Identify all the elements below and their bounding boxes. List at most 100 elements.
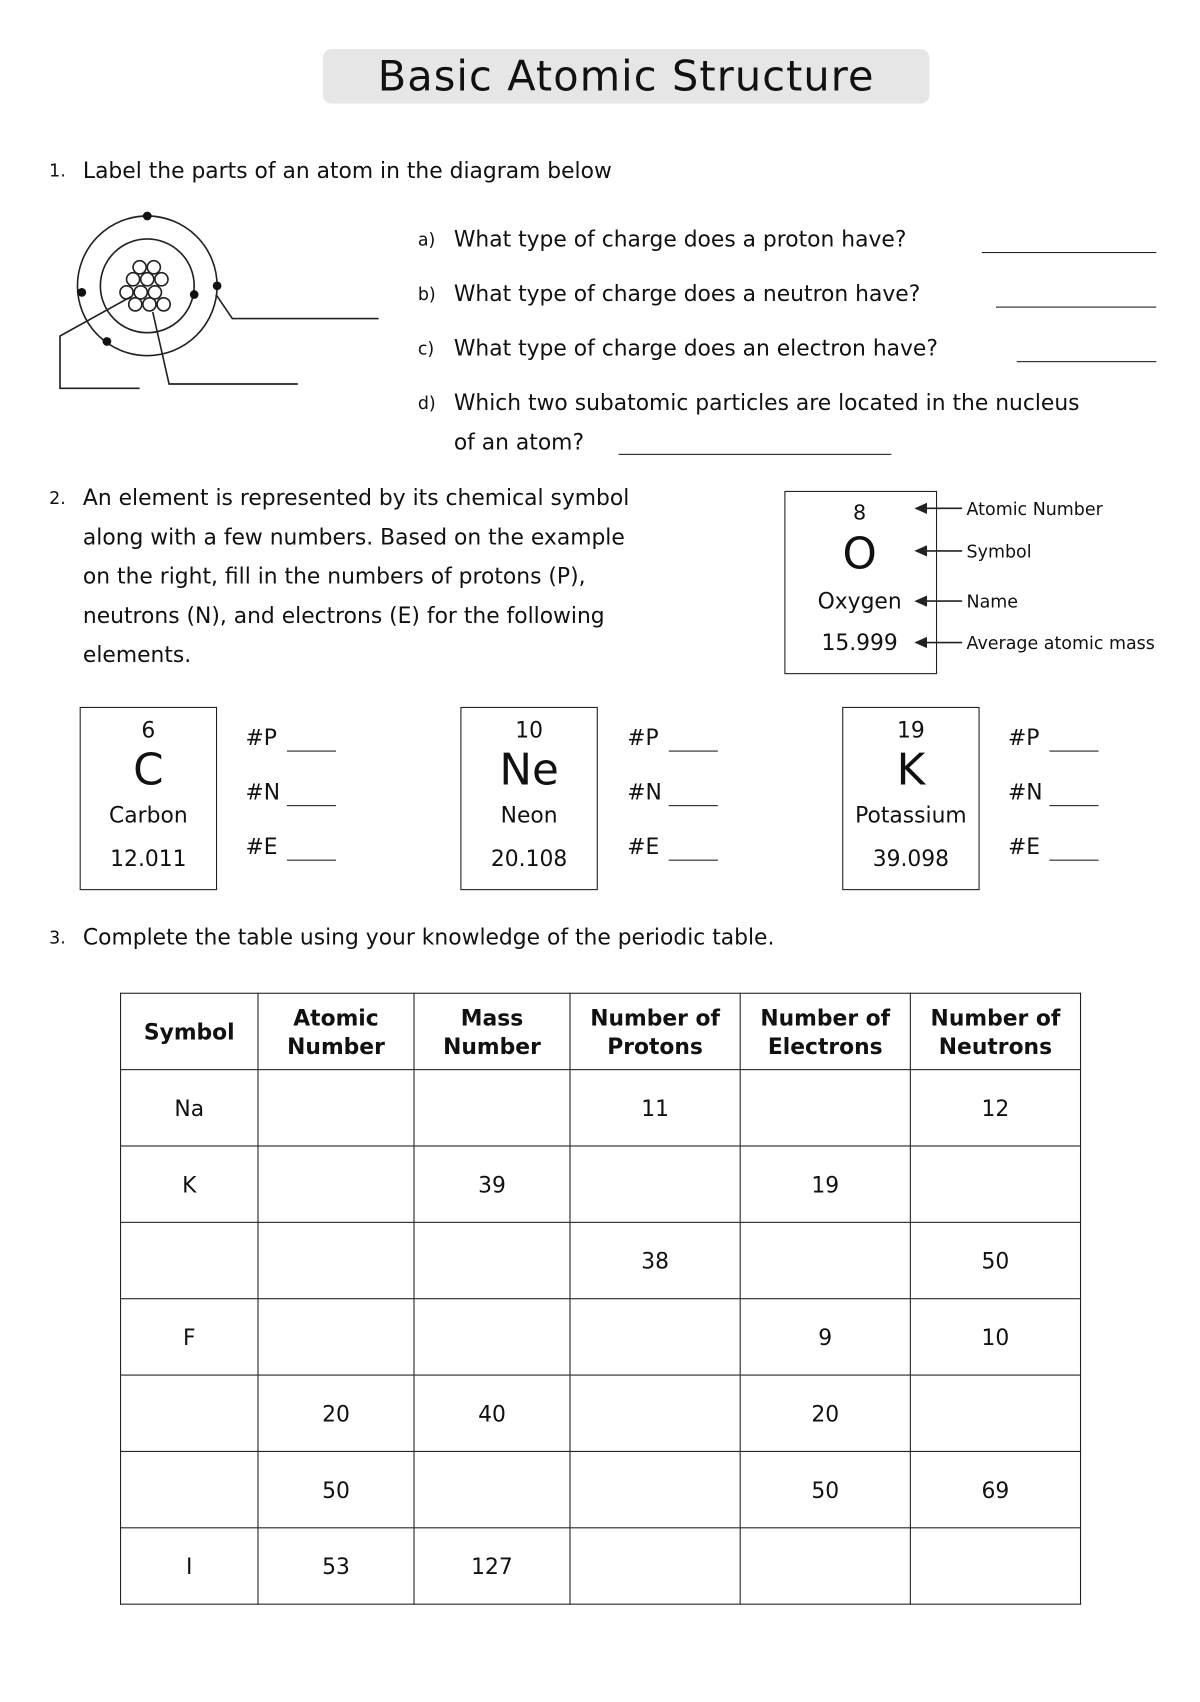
field-e-label: #E <box>245 833 278 860</box>
annotation-atomic-number: Atomic Number <box>966 498 1103 520</box>
question-1: Label the parts of an atom in the diagra… <box>82 157 612 184</box>
column-header: Mass Number <box>413 992 571 1071</box>
question-number: 3. <box>49 927 66 948</box>
table-cell: 50 <box>909 1221 1082 1300</box>
table-cell[interactable] <box>909 1374 1082 1452</box>
answer-blank-1c[interactable] <box>1016 361 1157 363</box>
table-cell[interactable] <box>413 1450 571 1529</box>
table-cell: I <box>119 1527 259 1605</box>
atomic-number: 19 <box>897 716 925 743</box>
table-cell[interactable] <box>569 1298 741 1376</box>
table-cell[interactable] <box>739 1527 911 1605</box>
question-number: 1. <box>49 160 66 182</box>
atomic-number: 10 <box>515 716 543 743</box>
table-cell: 127 <box>413 1527 571 1605</box>
carbon-e-blank[interactable] <box>286 859 336 861</box>
potassium-n-blank[interactable] <box>1049 805 1099 807</box>
element-name: Oxygen <box>817 587 902 615</box>
question-1d: Which two subatomic particles are locate… <box>453 389 1080 416</box>
q2-line: on the right, fill in the numbers of pro… <box>82 562 586 590</box>
table-cell[interactable] <box>119 1374 259 1452</box>
element-symbol: Ne <box>499 745 559 796</box>
table-cell[interactable] <box>257 1298 415 1376</box>
field-p-label: #P <box>245 724 277 751</box>
element-name: Potassium <box>855 801 967 828</box>
example-element-oxygen: 8 O Oxygen 15.999 <box>784 490 938 675</box>
potassium-p-blank[interactable] <box>1049 750 1099 752</box>
column-header: Number of Neutrons <box>909 992 1082 1071</box>
table-cell[interactable] <box>739 1221 911 1300</box>
neon-e-blank[interactable] <box>668 859 718 861</box>
sub-letter: d) <box>417 392 436 414</box>
neon-p-blank[interactable] <box>668 750 718 752</box>
question-1d-cont: of an atom? <box>453 428 585 455</box>
header-text: Neutrons <box>938 1032 1053 1059</box>
table-cell[interactable] <box>413 1221 571 1300</box>
element-symbol: O <box>842 529 877 580</box>
field-e-label: #E <box>1007 833 1041 860</box>
table-cell[interactable] <box>739 1069 911 1147</box>
table-cell[interactable] <box>257 1221 415 1300</box>
carbon-p-blank[interactable] <box>286 750 336 752</box>
answer-blank-1d[interactable] <box>618 453 892 455</box>
sub-letter: c) <box>417 338 435 359</box>
table-cell[interactable] <box>569 1450 741 1529</box>
table-cell[interactable] <box>569 1374 741 1452</box>
table-row: 38 50 <box>119 1221 1082 1300</box>
table-cell[interactable] <box>257 1069 415 1147</box>
element-symbol: C <box>133 745 164 796</box>
table-cell: 50 <box>739 1450 911 1529</box>
carbon-n-blank[interactable] <box>286 805 336 807</box>
element-name: Neon <box>500 801 558 828</box>
table-cell: 10 <box>909 1298 1082 1376</box>
header-text: Protons <box>607 1032 703 1059</box>
header-text: Electrons <box>767 1032 883 1059</box>
question-number: 2. <box>49 487 66 509</box>
q2-line: along with a few numbers. Based on the e… <box>82 523 625 550</box>
table-row: F 9 10 <box>119 1298 1082 1376</box>
element-mass: 20.108 <box>490 845 568 872</box>
table-cell: 53 <box>257 1527 415 1605</box>
table-row: K 39 19 <box>119 1145 1082 1223</box>
table-cell: 19 <box>739 1145 911 1223</box>
table-cell[interactable] <box>909 1527 1082 1605</box>
q2-line: neutrons (N), and electrons (E) for the … <box>82 602 605 629</box>
header-text: Mass <box>460 1004 524 1031</box>
column-header: Number of Protons <box>569 992 741 1071</box>
column-header: Number of Electrons <box>739 992 911 1071</box>
neon-n-blank[interactable] <box>668 805 718 807</box>
header-text: Symbol <box>143 1018 235 1045</box>
answer-blank-1a[interactable] <box>981 251 1157 254</box>
table-cell[interactable] <box>569 1527 741 1605</box>
table-cell: 9 <box>739 1298 911 1376</box>
table-cell[interactable] <box>569 1145 741 1223</box>
table-cell: 50 <box>257 1450 415 1529</box>
table-row: Na 11 12 <box>119 1069 1082 1147</box>
table-cell[interactable] <box>257 1145 415 1223</box>
table-cell: 20 <box>257 1374 415 1452</box>
annotation-mass: Average atomic mass <box>966 632 1155 654</box>
field-p-label: #P <box>1007 724 1040 751</box>
element-symbol: K <box>896 745 926 796</box>
table-cell[interactable] <box>413 1298 571 1376</box>
potassium-e-blank[interactable] <box>1049 859 1099 861</box>
element-card-neon: 10 Ne Neon 20.108 <box>460 706 598 891</box>
table-cell: 69 <box>909 1450 1082 1529</box>
table-cell: 12 <box>909 1069 1082 1147</box>
question-1c: What type of charge does an electron hav… <box>453 334 938 362</box>
table-cell[interactable] <box>119 1450 259 1529</box>
table-cell[interactable] <box>909 1145 1082 1223</box>
atomic-number: 8 <box>853 500 867 525</box>
element-mass: 39.098 <box>872 845 950 872</box>
table-cell[interactable] <box>119 1221 259 1300</box>
table-cell: 39 <box>413 1145 571 1223</box>
page-title: Basic Atomic Structure <box>322 49 930 104</box>
answer-blank-1b[interactable] <box>995 306 1157 308</box>
element-card-carbon: 6 C Carbon 12.011 <box>79 706 218 891</box>
table-cell[interactable] <box>413 1069 571 1147</box>
sub-letter: a) <box>417 229 436 250</box>
table-cell: Na <box>119 1069 259 1147</box>
q2-line: elements. <box>82 641 192 668</box>
table-cell: F <box>119 1298 259 1376</box>
field-p-label: #P <box>627 724 659 751</box>
